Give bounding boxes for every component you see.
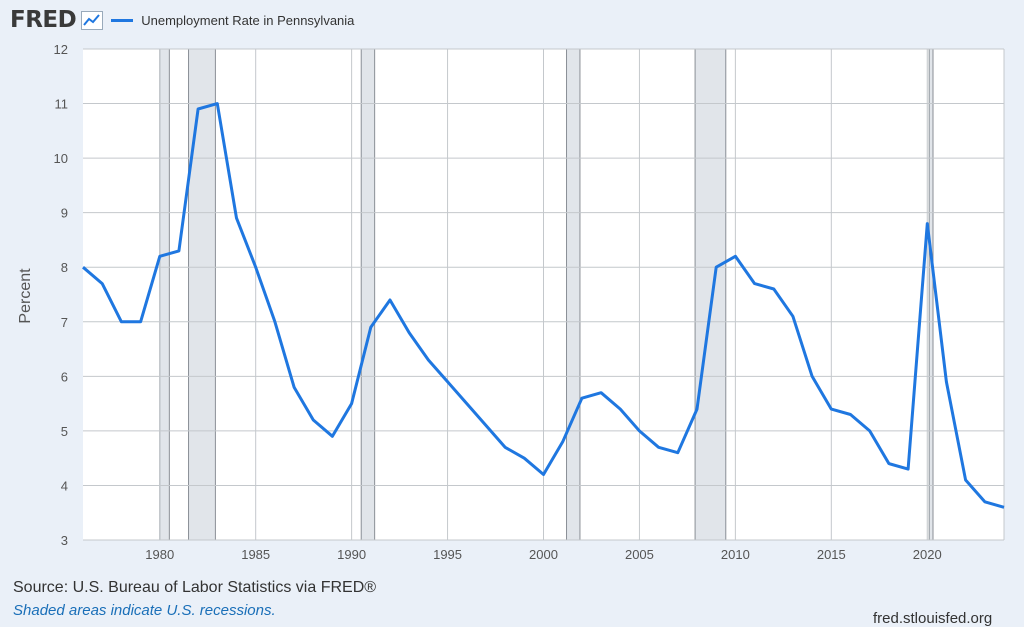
recession-band: [566, 48, 581, 541]
data-point: [294, 387, 295, 388]
x-tick-label: 1980: [145, 547, 174, 562]
data-point: [735, 256, 736, 257]
data-point: [83, 267, 84, 268]
data-point: [639, 430, 640, 431]
x-axis: 1980 1985 1990 1995 2000 2005 2010 2015 2020: [145, 547, 941, 562]
line-graph-icon: [81, 10, 104, 30]
recession-band: [188, 48, 216, 541]
data-point: [850, 414, 851, 415]
y-tick-label: 11: [55, 97, 69, 112]
y-tick-label: 4: [61, 478, 68, 493]
data-point: [102, 283, 103, 284]
grid: [83, 48, 1005, 541]
y-tick-label: 10: [54, 151, 68, 166]
data-point: [601, 392, 602, 393]
y-tick-label: 7: [61, 315, 68, 330]
data-point: [255, 267, 256, 268]
chart-header: FRED Unemployment Rate in Pennsylvania: [10, 6, 354, 34]
recession-band: [360, 48, 376, 541]
data-point: [178, 250, 179, 251]
data-point: [581, 398, 582, 399]
x-tick-label: 2015: [817, 547, 846, 562]
y-tick-label: 5: [61, 424, 68, 439]
data-point: [198, 109, 199, 110]
data-point: [927, 223, 928, 224]
fred-logo[interactable]: FRED: [10, 7, 77, 33]
data-point: [428, 359, 429, 360]
data-point: [332, 436, 333, 437]
data-point: [658, 447, 659, 448]
data-point: [543, 474, 544, 475]
data-point: [754, 283, 755, 284]
y-tick-label: 12: [54, 42, 68, 57]
y-tick-label: 9: [61, 206, 68, 221]
recession-band: [159, 48, 170, 541]
series-line: [82, 102, 1005, 509]
data-point: [524, 458, 525, 459]
line-chart: 3 4 5 6 7 8 9 10 11 12 1980 1985 1990 1995 2000 2005 20…: [17, 42, 1005, 562]
y-tick-label: 6: [61, 369, 68, 384]
data-point: [409, 332, 410, 333]
recession-band: [694, 48, 727, 541]
data-point: [1004, 507, 1005, 508]
x-tick-label: 1995: [433, 547, 462, 562]
x-tick-label: 2005: [625, 547, 654, 562]
data-point: [697, 409, 698, 410]
data-point: [984, 501, 985, 502]
legend-swatch: [111, 18, 134, 22]
x-tick-label: 2020: [913, 547, 942, 562]
data-point: [140, 321, 141, 322]
data-point: [351, 403, 352, 404]
y-axis-label: Percent: [17, 268, 34, 324]
legend-label: Unemployment Rate in Pennsylvania: [141, 12, 355, 28]
x-tick-label: 2000: [529, 547, 558, 562]
data-point: [370, 327, 371, 328]
x-tick-label: 1990: [337, 547, 366, 562]
legend: Unemployment Rate in Pennsylvania: [111, 13, 354, 28]
data-point: [313, 419, 314, 420]
data-point: [888, 463, 889, 464]
data-point: [965, 479, 966, 480]
data-point: [792, 316, 793, 317]
data-point: [217, 103, 218, 104]
recession-note: Shaded areas indicate U.S. recessions.: [13, 602, 276, 619]
recession-band: [928, 48, 934, 541]
data-point: [869, 430, 870, 431]
y-axis: 3 4 5 6 7 8 9 10 11 12: [54, 42, 68, 548]
site-url: fred.stlouisfed.org: [873, 610, 993, 627]
data-point: [121, 321, 122, 322]
data-point: [620, 409, 621, 410]
data-point: [677, 452, 678, 453]
data-point: [908, 469, 909, 470]
data-point: [946, 381, 947, 382]
y-tick-label: 8: [61, 260, 68, 275]
data-point: [562, 441, 563, 442]
data-point: [831, 409, 832, 410]
data-point: [812, 376, 813, 377]
data-point: [447, 381, 448, 382]
data-point: [466, 403, 467, 404]
data-point: [159, 256, 160, 257]
series-group: [82, 102, 1005, 509]
x-tick-label: 1985: [241, 547, 270, 562]
x-tick-label: 2010: [721, 547, 750, 562]
data-point: [716, 267, 717, 268]
data-point: [505, 447, 506, 448]
data-point: [390, 299, 391, 300]
data-point: [485, 425, 486, 426]
data-point: [773, 289, 774, 290]
source-note: Source: U.S. Bureau of Labor Statistics …: [13, 579, 377, 596]
data-point: [274, 321, 275, 322]
y-tick-label: 3: [61, 533, 68, 548]
data-point: [236, 218, 237, 219]
